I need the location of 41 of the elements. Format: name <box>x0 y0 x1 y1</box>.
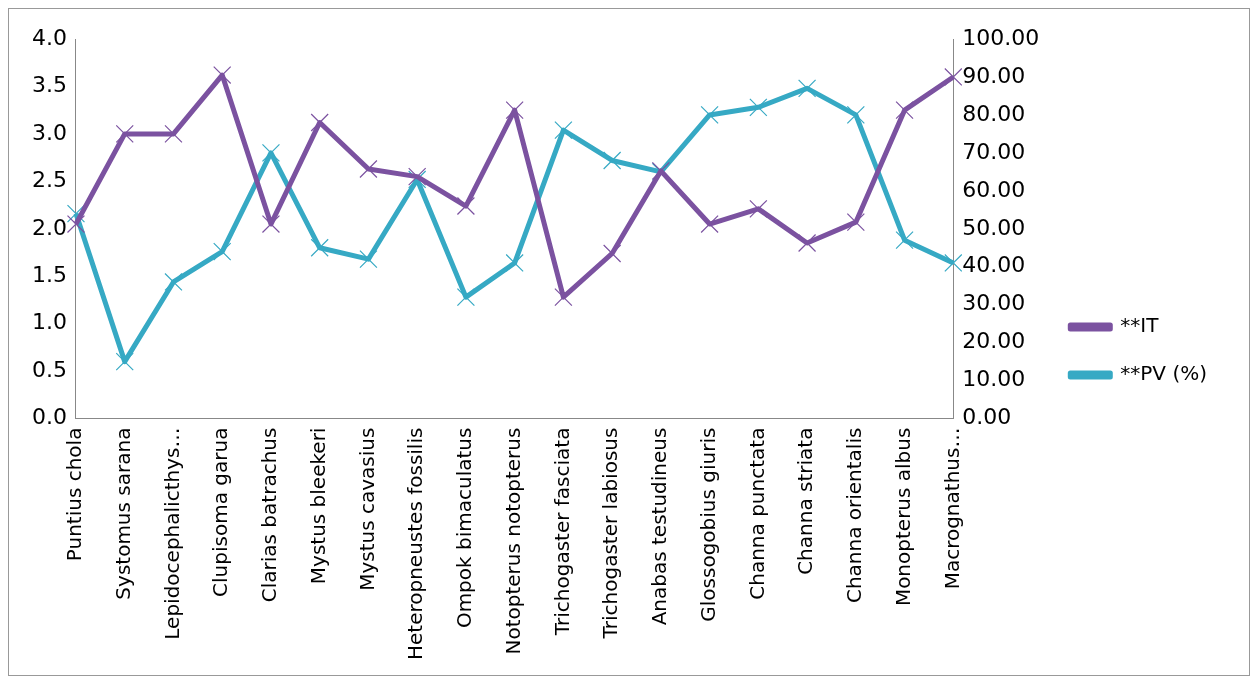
x-tick-label: Channa punctata <box>744 427 769 600</box>
y2-tick-label: 60.00 <box>962 176 1026 202</box>
y-tick-label: 1.0 <box>31 309 67 335</box>
legend-label: **PV (%) <box>1120 361 1208 386</box>
y2-tick-label: 90.00 <box>962 62 1026 88</box>
y2-tick-label: 20.00 <box>962 328 1026 354</box>
x-tick-label: Notopterus notopterus <box>500 427 525 655</box>
x-tick-label: Ompok bimaculatus <box>452 427 477 629</box>
y2-tick-label: 30.00 <box>962 290 1026 316</box>
y-tick-label: 4.0 <box>31 24 67 50</box>
x-tick-label: Trichogaster fasciata <box>549 427 574 637</box>
y2-tick-label: 80.00 <box>962 100 1026 126</box>
x-tick-label: Systomus sarana <box>110 427 135 600</box>
y-tick-label: 0.5 <box>31 356 67 382</box>
x-tick-label: Heteropneustes fossilis <box>403 427 428 661</box>
x-tick-label: Mystus cavasius <box>354 427 379 591</box>
y2-tick-label: 0.00 <box>962 404 1012 430</box>
y-tick-label: 1.5 <box>31 261 67 287</box>
x-tick-label: Glossogobius giuris <box>695 427 720 622</box>
y-tick-label: 3.5 <box>31 72 67 98</box>
y2-tick-label: 70.00 <box>962 138 1026 164</box>
y2-tick-label: 100.00 <box>962 24 1040 50</box>
y2-tick-label: 40.00 <box>962 252 1026 278</box>
x-tick-label: Macrognathus… <box>939 427 964 590</box>
y-tick-label: 2.0 <box>31 214 67 240</box>
x-tick-label: Trichogaster labiosus <box>598 427 623 640</box>
x-tick-label: Clupisoma garua <box>208 427 233 597</box>
y-tick-label: 3.0 <box>31 119 67 145</box>
x-tick-label: Channa orientalis <box>842 427 867 604</box>
x-tick-label: Clarias batrachus <box>257 427 282 603</box>
x-tick-label: Lepidocephalicthys… <box>159 427 184 640</box>
y-tick-label: 0.0 <box>31 404 67 430</box>
x-tick-label: Puntius chola <box>62 427 87 562</box>
x-tick-label: Channa striata <box>793 427 818 575</box>
y2-tick-label: 50.00 <box>962 214 1026 240</box>
y-tick-label: 2.5 <box>31 167 67 193</box>
x-tick-label: Mystus bleekeri <box>305 427 330 585</box>
y2-tick-label: 10.00 <box>962 366 1026 392</box>
x-tick-label: Monopterus albus <box>890 427 915 607</box>
legend-label: **IT <box>1120 313 1160 338</box>
x-tick-label: Anabas testudineus <box>647 427 672 626</box>
